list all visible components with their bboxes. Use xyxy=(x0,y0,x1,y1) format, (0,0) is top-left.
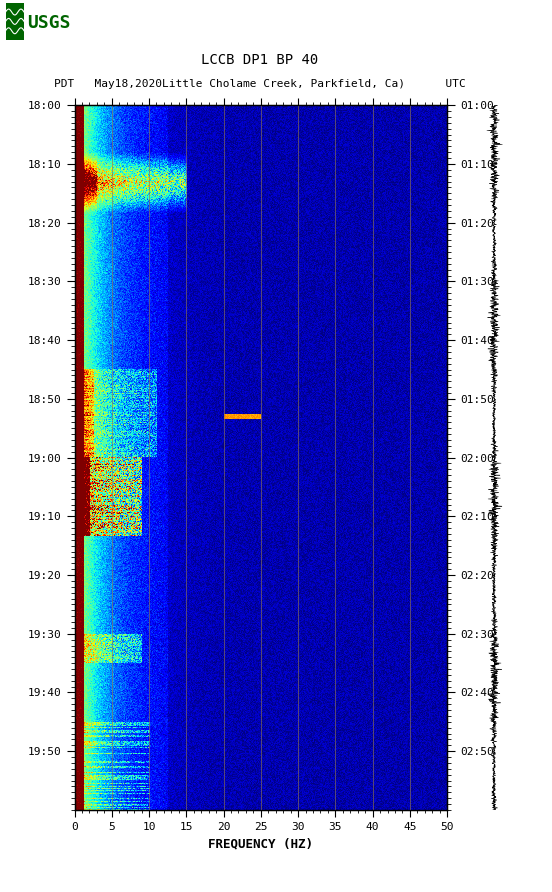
Text: PDT   May18,2020Little Cholame Creek, Parkfield, Ca)      UTC: PDT May18,2020Little Cholame Creek, Park… xyxy=(54,79,465,89)
Text: USGS: USGS xyxy=(26,14,70,32)
X-axis label: FREQUENCY (HZ): FREQUENCY (HZ) xyxy=(208,838,314,850)
FancyBboxPatch shape xyxy=(6,3,24,40)
Text: LCCB DP1 BP 40: LCCB DP1 BP 40 xyxy=(201,53,318,67)
